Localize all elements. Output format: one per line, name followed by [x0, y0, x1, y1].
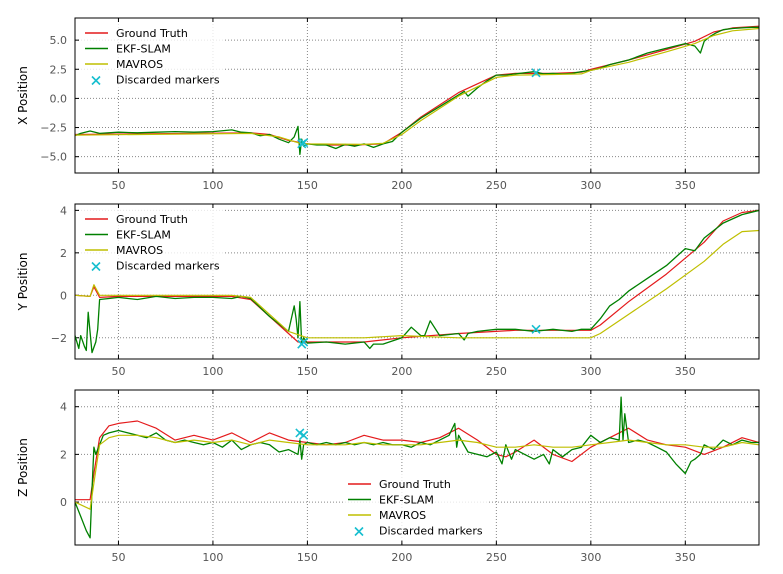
y-tick-label: −2: [51, 332, 67, 345]
x-tick-label: 100: [202, 365, 223, 378]
axes-frame: [74, 17, 760, 174]
axes-frame: [74, 389, 760, 546]
legend-box: [80, 23, 224, 89]
legend: Ground Truth EKF-SLAM MAVROS Discarded mark…: [80, 209, 224, 275]
x-tick-label: 150: [297, 365, 318, 378]
discarded-marker-point: [299, 138, 309, 148]
y-axis-label: Y Position: [16, 253, 30, 312]
x-tick-label: 200: [391, 551, 412, 564]
x-tick-label: 250: [486, 179, 507, 192]
legend-marker-discarded: [91, 261, 101, 272]
legend-label-ground-truth: Ground Truth: [116, 27, 188, 40]
legend: Ground Truth EKF-SLAM MAVROS Discarded mark…: [80, 23, 224, 89]
y-axis-label: X Position: [16, 66, 30, 125]
series-line-mavros: [75, 434, 759, 510]
x-tick-label: 350: [675, 365, 696, 378]
x-tick-label: 200: [391, 179, 412, 192]
x-tick-label: 50: [111, 365, 125, 378]
series-line-mavros: [75, 229, 759, 339]
series-line-ekf-slam: [75, 209, 759, 354]
legend-label-mavros: MAVROS: [116, 58, 163, 71]
legend-label-mavros: MAVROS: [116, 244, 163, 257]
y-tick-label: 4: [60, 401, 67, 414]
legend-label-discarded-markers: Discarded markers: [116, 74, 220, 87]
discarded-marker-point: [531, 324, 541, 334]
legend-label-ekf-slam: EKF-SLAM: [116, 43, 171, 56]
series-group: [75, 396, 759, 539]
y-axis-label: Z Position: [16, 438, 30, 497]
y-position-panel: 50 100 150 200 250 300 350 4 2 0 −2 Y Position Groun…: [16, 203, 760, 378]
y-tick-label: 4: [60, 204, 67, 217]
legend-label-discarded-markers: Discarded markers: [379, 525, 483, 538]
legend-label-mavros: MAVROS: [379, 509, 426, 522]
x-tick-label: 100: [202, 551, 223, 564]
x-tick-label: 300: [580, 551, 601, 564]
x-tick-label: 250: [486, 551, 507, 564]
x-tick-label: 150: [297, 551, 318, 564]
discarded-marker-point: [299, 430, 309, 440]
y-tick-label: −5.0: [40, 151, 67, 164]
discarded-marker-point: [531, 68, 541, 78]
y-tick-label: 2: [60, 448, 67, 461]
y-tick-label: 0: [60, 289, 67, 302]
legend-marker-discarded: [354, 526, 364, 537]
x-tick-label: 50: [111, 551, 125, 564]
legend-marker-discarded: [91, 75, 101, 86]
legend-label-ekf-slam: EKF-SLAM: [116, 229, 171, 242]
series-group: [75, 209, 759, 354]
x-tick-label: 50: [111, 179, 125, 192]
legend-box: [343, 474, 487, 540]
x-tick-label: 300: [580, 365, 601, 378]
legend-label-ground-truth: Ground Truth: [379, 478, 451, 491]
z-position-panel: 50 100 150 200 250 300 350 4 2 0 Z Position Ground …: [16, 389, 760, 564]
y-tick-label: 2.5: [50, 63, 68, 76]
series-line-ekf-slam: [75, 26, 759, 156]
y-tick-label: −2.5: [40, 122, 67, 135]
legend-label-ground-truth: Ground Truth: [116, 213, 188, 226]
axes-frame: [74, 203, 760, 360]
y-tick-label: 5.0: [50, 34, 68, 47]
x-tick-label: 350: [675, 179, 696, 192]
x-tick-label: 350: [675, 551, 696, 564]
legend-label-discarded-markers: Discarded markers: [116, 260, 220, 273]
series-group: [75, 25, 759, 156]
legend: Ground Truth EKF-SLAM MAVROS Discarded mark…: [343, 474, 487, 540]
x-position-panel: 50 100 150 200 250 300 350 5.0 2.5 0.0 −2.5 −5.0 X P…: [16, 17, 760, 192]
y-tick-label: 0: [60, 496, 67, 509]
x-tick-label: 300: [580, 179, 601, 192]
discarded-marker-point: [299, 337, 309, 347]
legend-label-ekf-slam: EKF-SLAM: [379, 494, 434, 507]
legend-box: [80, 209, 224, 275]
series-line-ground-truth: [75, 420, 759, 501]
x-tick-label: 200: [391, 365, 412, 378]
y-tick-label: 0.0: [50, 92, 68, 105]
x-tick-label: 100: [202, 179, 223, 192]
y-tick-label: 2: [60, 247, 67, 260]
x-tick-label: 150: [297, 179, 318, 192]
x-tick-label: 250: [486, 365, 507, 378]
